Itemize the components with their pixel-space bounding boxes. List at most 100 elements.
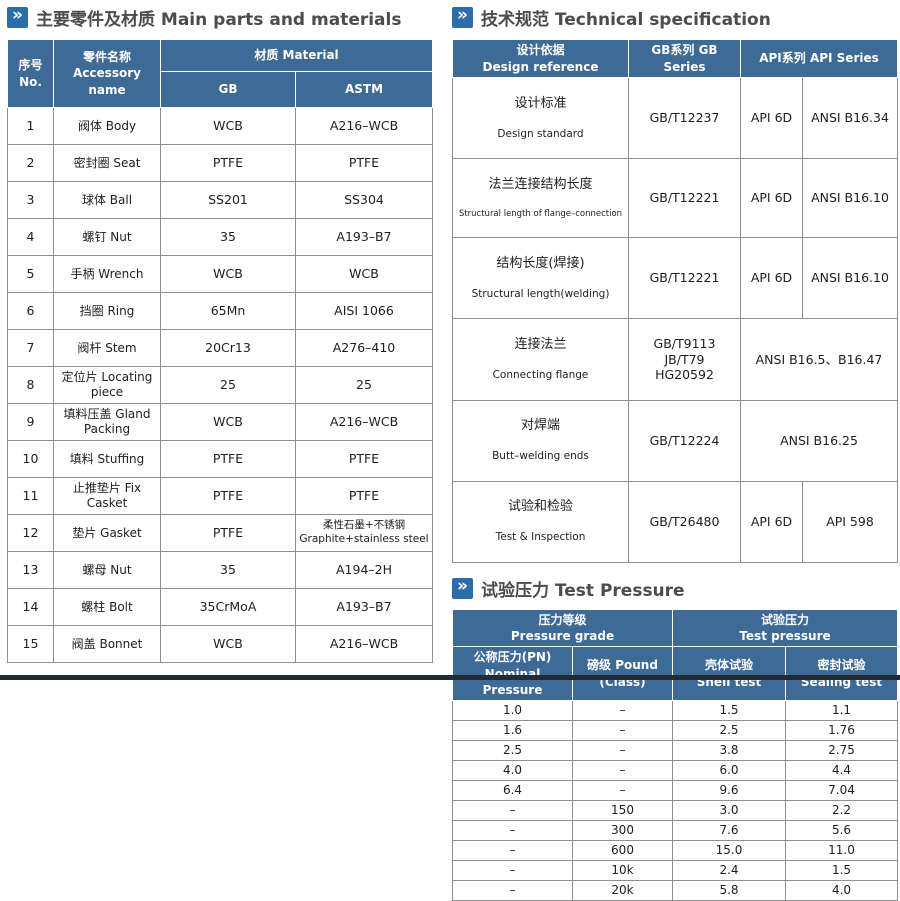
spec-label-en: Structural length(welding) bbox=[471, 287, 610, 300]
cell-gb: WCB bbox=[160, 625, 296, 663]
cell-pn: – bbox=[452, 839, 573, 861]
table-row: 1 阀体 Body WCB A216–WCB bbox=[7, 107, 433, 145]
cell-name: 阀盖 Bonnet bbox=[53, 625, 161, 663]
cell-api-standard: API 6D bbox=[740, 236, 803, 320]
table-row: 序号 No. 零件名称 Accessory name 材质 Material bbox=[7, 39, 433, 108]
cell-class: 600 bbox=[572, 839, 673, 861]
cell-astm: A216–WCB bbox=[295, 107, 433, 145]
col-header-no: 序号 No. bbox=[7, 39, 54, 108]
cell-gb-standard: GB/T26480 bbox=[628, 480, 741, 564]
table-row: 1.6 – 2.5 1.76 bbox=[452, 719, 898, 741]
spec-label-en: Butt–welding ends bbox=[492, 450, 589, 462]
cell-name: 填料 Stuffing bbox=[53, 440, 161, 478]
cell-name: 球体 Ball bbox=[53, 181, 161, 219]
cell-class: 20k bbox=[572, 879, 673, 901]
cell-shell-test: 9.6 bbox=[672, 779, 786, 801]
cell-sealing-test: 1.76 bbox=[785, 719, 898, 741]
cell-pn: – bbox=[452, 859, 573, 881]
cell-gb-standard: GB/T12221 bbox=[628, 158, 741, 238]
spec-label-en: Test & Inspection bbox=[495, 531, 586, 544]
spec-label-cn: 试验和检验 bbox=[507, 499, 573, 515]
cell-name: 密封圈 Seat bbox=[53, 144, 161, 182]
cell-astm: A193–B7 bbox=[295, 588, 433, 626]
cell-no: 9 bbox=[7, 403, 54, 441]
table-row: 12 垫片 Gasket PTFE 柔性石墨+不锈钢 Graphite+stai… bbox=[7, 514, 433, 552]
spec-label-cn: 设计标准 bbox=[514, 95, 567, 111]
table-row: – 150 3.0 2.2 bbox=[452, 799, 898, 821]
cell-astm: A216–WCB bbox=[295, 403, 433, 441]
cell-gb-standard: GB/T12224 bbox=[628, 399, 741, 482]
cell-ansi-standard: ANSI B16.5、B16.47 bbox=[740, 318, 898, 401]
cell-name: 螺母 Nut bbox=[53, 551, 161, 589]
table-row: 公称压力(PN) Nominal Pressure 磅级 Pound (Clas… bbox=[452, 646, 898, 701]
cell-pn: 1.0 bbox=[452, 699, 573, 721]
cell-gb-standard: GB/T12221 bbox=[628, 236, 741, 320]
col-header-test-pressure: 试验压力 Test pressure bbox=[672, 608, 898, 648]
cell-astm: PTFE bbox=[295, 477, 433, 515]
cell-gb: 20Cr13 bbox=[160, 329, 296, 367]
table-row: 4 螺钉 Nut 35 A193–B7 bbox=[7, 218, 433, 256]
spec-label-cn: 对焊端 bbox=[520, 418, 560, 434]
spec-label-cn: 连接法兰 bbox=[514, 336, 567, 352]
table-row: 15 阀盖 Bonnet WCB A216–WCB bbox=[7, 625, 433, 663]
cell-shell-test: 3.0 bbox=[672, 799, 786, 821]
col-header-name: 零件名称 Accessory name bbox=[53, 39, 161, 108]
table-row: 2 密封圈 Seat PTFE PTFE bbox=[7, 144, 433, 182]
cell-name: 止推垫片 Fix Casket bbox=[53, 477, 161, 515]
cell-name: 阀体 Body bbox=[53, 107, 161, 145]
cell-shell-test: 1.5 bbox=[672, 699, 786, 721]
cell-pn: – bbox=[452, 799, 573, 821]
cell-no: 1 bbox=[7, 107, 54, 145]
cell-gb-standard: GB/T9113 JB/T79 HG20592 bbox=[628, 318, 741, 401]
pressure-table: 压力等级 Pressure grade 试验压力 Test pressure 公… bbox=[452, 608, 898, 901]
spec-section: » 技术规范 Technical specification 设计依据 Desi… bbox=[452, 6, 898, 901]
spec-label-en: Connecting flange bbox=[492, 368, 589, 381]
section-title-text: 试验压力 Test Pressure bbox=[481, 580, 685, 601]
table-row: 5 手柄 Wrench WCB WCB bbox=[7, 255, 433, 293]
cell-pn: 4.0 bbox=[452, 759, 573, 781]
cell-no: 4 bbox=[7, 218, 54, 256]
cell-sealing-test: 2.2 bbox=[785, 799, 898, 821]
cell-shell-test: 6.0 bbox=[672, 759, 786, 781]
col-header-design-reference: 设计依据 Design reference bbox=[452, 39, 629, 78]
table-row: 设计依据 Design reference GB系列 GB Series API… bbox=[452, 39, 898, 78]
section-title-text: 技术规范 Technical specification bbox=[481, 9, 771, 30]
col-header-sealing-test: 密封试验 Sealing test bbox=[785, 646, 898, 701]
cell-astm: A193–B7 bbox=[295, 218, 433, 256]
table-row: 连接法兰 Connecting flange GB/T9113 JB/T79 H… bbox=[452, 318, 898, 401]
table-row: 6 挡圈 Ring 65Mn AISI 1066 bbox=[7, 292, 433, 330]
table-row: GB ASTM bbox=[8, 71, 433, 108]
col-header-api-series: API系列 API Series bbox=[740, 39, 898, 78]
table-row: 法兰连接结构长度 Structural length of flange–con… bbox=[452, 158, 898, 238]
cell-gb: PTFE bbox=[160, 144, 296, 182]
cell-no: 2 bbox=[7, 144, 54, 182]
cell-spec-label: 法兰连接结构长度 Structural length of flange–con… bbox=[452, 158, 629, 238]
cell-ansi-standard: API 598 bbox=[802, 480, 898, 564]
cell-class: – bbox=[572, 699, 673, 721]
cell-no: 8 bbox=[7, 366, 54, 404]
cell-no: 3 bbox=[7, 181, 54, 219]
cell-astm: A216–WCB bbox=[295, 625, 433, 663]
cell-ansi-standard: ANSI B16.34 bbox=[802, 76, 898, 160]
spec-label-en: Structural length of flange–connection bbox=[458, 208, 623, 219]
cell-shell-test: 5.8 bbox=[672, 879, 786, 901]
cell-spec-label: 对焊端 Butt–welding ends bbox=[452, 399, 629, 482]
cell-no: 11 bbox=[7, 477, 54, 515]
parts-section: » 主要零件及材质 Main parts and materials 序号 No… bbox=[7, 6, 433, 901]
cell-sealing-test: 7.04 bbox=[785, 779, 898, 801]
cell-no: 7 bbox=[7, 329, 54, 367]
cell-class: – bbox=[572, 719, 673, 741]
cell-astm: A276–410 bbox=[295, 329, 433, 367]
cell-shell-test: 15.0 bbox=[672, 839, 786, 861]
cell-sealing-test: 1.1 bbox=[785, 699, 898, 721]
cell-no: 15 bbox=[7, 625, 54, 663]
cell-class: 10k bbox=[572, 859, 673, 881]
cell-name: 定位片 Locating piece bbox=[53, 366, 161, 404]
col-header-pound-class: 磅级 Pound (Class) bbox=[572, 646, 673, 701]
cell-pn: 2.5 bbox=[452, 739, 573, 761]
cell-api-standard: API 6D bbox=[740, 76, 803, 160]
cell-ansi-standard: ANSI B16.10 bbox=[802, 158, 898, 238]
cell-sealing-test: 11.0 bbox=[785, 839, 898, 861]
cell-spec-label: 连接法兰 Connecting flange bbox=[452, 318, 629, 401]
